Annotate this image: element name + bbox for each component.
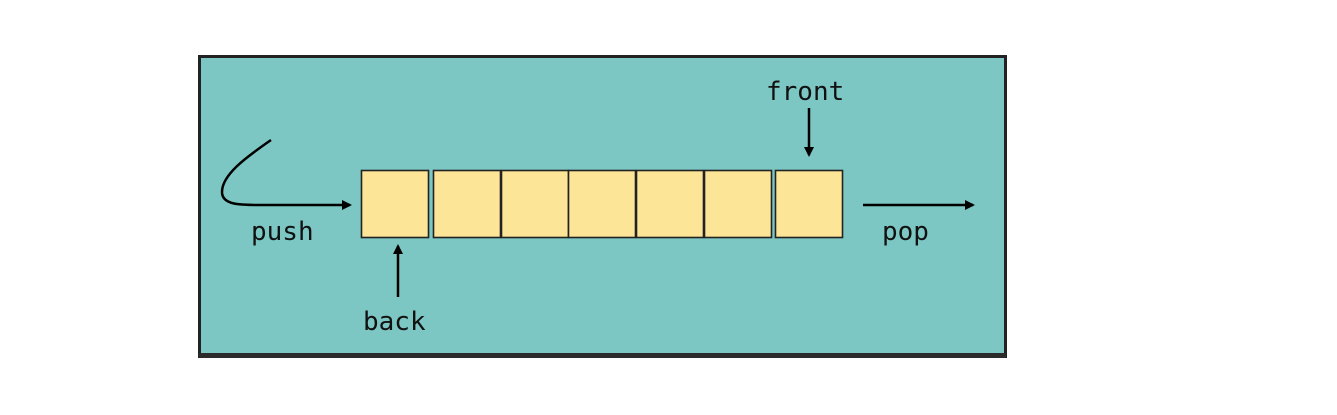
queue-cell [567, 169, 637, 239]
queue-cell [703, 169, 773, 239]
queue-cell-back [360, 169, 430, 239]
queue-cell [432, 169, 502, 239]
push-label: push [251, 217, 314, 247]
back-label: back [363, 307, 426, 337]
queue-cell-front [774, 169, 844, 239]
pop-label: pop [882, 217, 929, 247]
push-arrow [220, 138, 352, 210]
queue-cell [500, 169, 570, 239]
front-label: front [766, 77, 844, 107]
panel-bottom-shadow [199, 353, 1006, 358]
queue-cells [360, 169, 844, 239]
queue-cell [635, 169, 705, 239]
